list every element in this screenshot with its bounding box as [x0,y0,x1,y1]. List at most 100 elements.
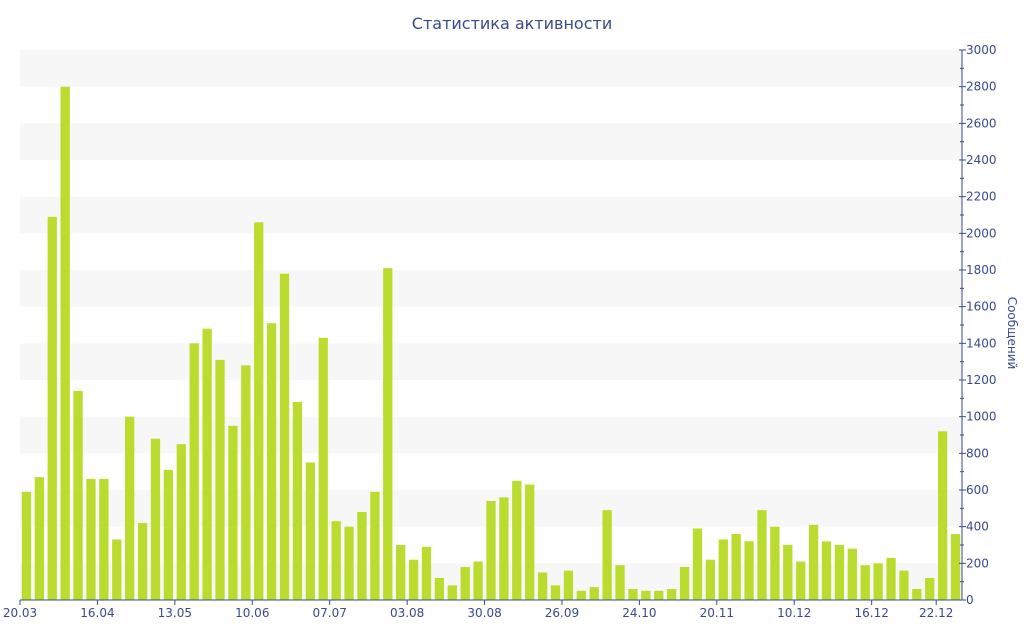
x-tick-label: 07.07 [313,606,347,620]
y-tick-label: 1400 [966,336,997,350]
bar[interactable] [73,391,83,600]
bar[interactable] [408,559,419,600]
bar[interactable] [305,462,315,601]
bar[interactable] [150,438,161,600]
x-tick-label: 10.06 [235,606,269,620]
bar[interactable] [692,528,703,601]
bar[interactable] [744,541,754,600]
bar[interactable] [318,337,328,600]
bar[interactable] [757,510,767,600]
bar[interactable] [718,539,728,601]
bar[interactable] [266,323,277,600]
grid-band [20,50,962,87]
y-tick-label: 1800 [966,263,997,277]
bar[interactable] [731,534,741,600]
x-tick-label: 20.03 [3,606,37,620]
bar[interactable] [137,523,148,600]
bar[interactable] [396,545,406,600]
y-tick-label: 1000 [966,410,997,424]
x-tick-label: 16.12 [854,606,888,620]
y-tick-label: 200 [966,556,989,570]
x-tick-label: 24.10 [622,606,656,620]
bar[interactable] [47,216,57,600]
y-axis: 0 200 400 600 800 1000 1200 1400 1600 1800 2000 220… [959,43,997,607]
bar[interactable] [705,559,716,600]
bar[interactable] [370,491,380,600]
bar[interactable] [383,268,393,600]
bar[interactable] [357,512,367,600]
y-tick-label: 2600 [966,116,997,130]
bar[interactable] [215,359,225,600]
bar[interactable] [21,491,32,600]
bar[interactable] [241,365,251,600]
bar[interactable] [460,567,470,600]
bar[interactable] [602,510,612,600]
y-tick-label: 2200 [966,190,997,204]
y-tick-label: 3000 [966,43,997,57]
bar[interactable] [886,557,896,600]
y-tick-label: 2000 [966,226,997,240]
bar[interactable] [254,222,264,600]
bar[interactable] [576,590,586,600]
bar[interactable] [834,545,845,600]
bar[interactable] [537,572,548,601]
bar[interactable] [796,561,806,601]
bar[interactable] [292,402,303,600]
bar[interactable] [770,526,780,600]
bar[interactable] [808,524,819,600]
bar[interactable] [99,479,109,600]
bar[interactable] [641,590,651,600]
bar[interactable] [550,585,561,600]
x-tick-label: 13.05 [158,606,192,620]
y-tick-label: 600 [966,483,989,497]
grid-band [20,270,962,307]
bar[interactable] [873,563,883,600]
bar[interactable] [189,343,199,600]
y-tick-label: 800 [966,446,989,460]
bar[interactable] [821,541,832,600]
bar[interactable] [925,578,935,600]
bar[interactable] [125,416,135,600]
y-tick-label: 0 [966,593,974,607]
bar[interactable] [331,521,341,600]
bar[interactable] [628,589,638,600]
bar[interactable] [679,567,690,600]
bar[interactable] [654,590,664,600]
bar[interactable] [912,589,922,600]
chart-title: Статистика активности [411,14,613,33]
bar[interactable] [86,479,96,600]
bar[interactable] [176,444,186,600]
bar[interactable] [899,570,909,600]
bar[interactable] [615,565,625,600]
bar[interactable] [344,526,354,600]
bar[interactable] [783,545,793,600]
bar[interactable] [847,548,857,600]
bar[interactable] [950,534,961,600]
bar[interactable] [667,589,677,600]
grid-band [20,343,962,380]
x-tick-label: 22.12 [919,606,953,620]
bar[interactable] [563,570,574,600]
bar[interactable] [34,477,44,600]
bar[interactable] [938,431,948,600]
bar[interactable] [512,480,522,600]
bar[interactable] [112,539,122,601]
bar[interactable] [163,469,174,600]
bar[interactable] [279,273,290,600]
bar[interactable] [421,546,432,600]
bar[interactable] [486,501,496,600]
x-axis: 20.03 16.04 13.05 10.06 07.07 03.08 30.08 26.09… [3,599,962,620]
bar[interactable] [60,86,70,601]
bar[interactable] [228,425,238,600]
bar[interactable] [525,484,535,601]
bar[interactable] [447,585,457,600]
bar[interactable] [434,578,445,600]
x-tick-label: 10.12 [777,606,811,620]
bar[interactable] [589,587,599,600]
bar[interactable] [202,328,212,600]
grid-band [20,416,962,454]
bar[interactable] [499,497,509,600]
bar[interactable] [473,561,483,601]
bar[interactable] [860,565,870,600]
